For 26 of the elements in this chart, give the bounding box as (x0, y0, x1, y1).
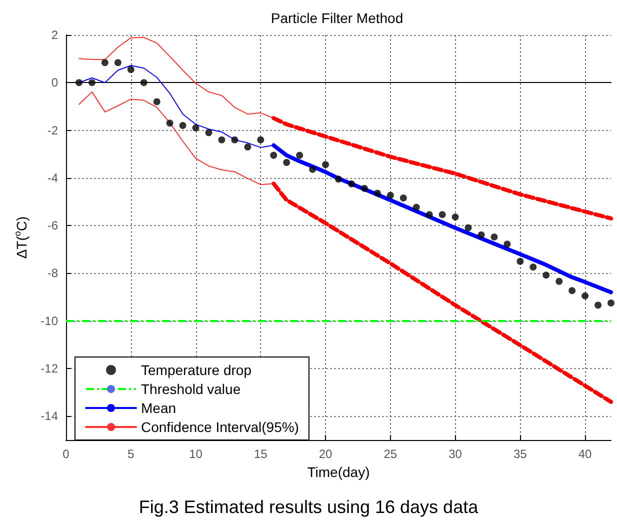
legend-label: Temperature drop (141, 362, 252, 378)
y-tick-label: 0 (51, 76, 58, 90)
x-tick-label: 40 (578, 447, 592, 461)
y-tick-label: 2 (51, 28, 58, 42)
x-tick-label: 20 (318, 447, 333, 461)
y-tick-label: -14 (40, 409, 58, 424)
y-tick-label: -10 (40, 314, 58, 328)
y-tick-label: -12 (40, 362, 58, 376)
x-tick-label: 15 (254, 447, 268, 461)
y-tick-label: -4 (47, 170, 58, 185)
chart-title: Particle Filter Method (270, 10, 404, 26)
x-axis-title: Time(day) (307, 464, 370, 480)
y-axis-title: ΔT(oC) (12, 216, 30, 259)
x-tick-label: 5 (128, 447, 135, 461)
x-tick-label: 30 (448, 447, 462, 461)
legend-label: Mean (141, 400, 176, 416)
y-tick-label: -8 (47, 266, 58, 280)
x-tick-label: 0 (62, 447, 70, 461)
legend-label: Threshold value (141, 381, 241, 397)
x-tick-label: 35 (513, 447, 528, 461)
legend-label: Confidence Interval(95%) (141, 419, 299, 435)
x-tick-label: 10 (189, 447, 203, 461)
caption: Fig.3 Estimated results using 16 days data (138, 497, 480, 517)
y-tick-label: -6 (47, 218, 58, 233)
x-tick-label: 25 (384, 447, 398, 461)
y-tick-label: -2 (47, 123, 58, 138)
